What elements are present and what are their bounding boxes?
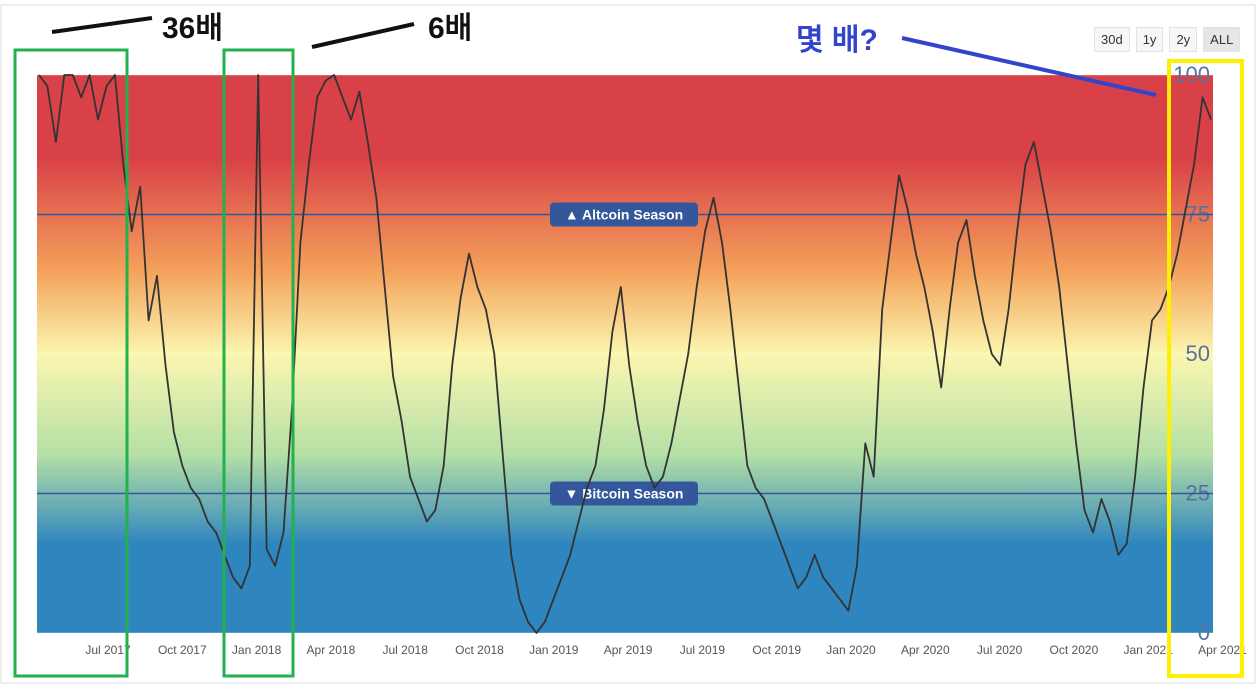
season-thresholds: ▲ Altcoin Season ▼ Bitcoin Season — [37, 202, 1213, 506]
x-axis: Jul 2017 Oct 2017 Jan 2018 Apr 2018 Jul 2018… — [85, 643, 1247, 657]
x-tick-label: Jan 2018 — [232, 643, 282, 657]
x-tick-label: Jul 2018 — [383, 643, 429, 657]
plot-area — [37, 75, 1213, 633]
marker-line-left — [51, 16, 153, 34]
x-tick-label: Jan 2020 — [826, 643, 876, 657]
marker-line-middle — [311, 22, 415, 49]
x-tick-label: Jul 2019 — [680, 643, 726, 657]
label-36x: 36배 — [162, 12, 223, 45]
range-1y-button[interactable]: 1y — [1135, 27, 1164, 52]
threshold-badge — [550, 202, 698, 227]
x-tick-label: Apr 2021 — [1198, 643, 1247, 657]
series-line — [38, 74, 1212, 634]
threshold-label: ▲ Altcoin Season — [565, 207, 683, 223]
x-tick-label: Jan 2021 — [1124, 643, 1174, 657]
x-tick-label: Oct 2017 — [158, 643, 207, 657]
x-tick-label: Oct 2018 — [455, 643, 504, 657]
x-tick-label: Apr 2020 — [901, 643, 950, 657]
yellow-box-right — [1167, 59, 1244, 678]
x-tick-label: Jul 2017 — [85, 643, 131, 657]
x-tick-label: Oct 2020 — [1050, 643, 1099, 657]
y-tick-label: 50 — [1186, 341, 1210, 366]
series-line-group — [38, 74, 1212, 634]
range-2y-button[interactable]: 2y — [1169, 27, 1198, 52]
question-arrow-line — [901, 36, 1157, 97]
y-tick-label: 100 — [1173, 62, 1210, 87]
y-tick-label: 0 — [1198, 620, 1210, 645]
range-toolbar: 30d 1y 2y ALL — [1094, 27, 1241, 52]
x-tick-label: Jan 2019 — [529, 643, 579, 657]
range-30d-button[interactable]: 30d — [1094, 27, 1130, 52]
x-tick-label: Apr 2019 — [604, 643, 653, 657]
label-6x: 6배 — [428, 12, 472, 45]
x-tick-label: Apr 2018 — [307, 643, 356, 657]
threshold-label: ▼ Bitcoin Season — [565, 486, 684, 502]
x-tick-label: Oct 2019 — [752, 643, 801, 657]
x-tick-label: Jul 2020 — [977, 643, 1023, 657]
range-all-button[interactable]: ALL — [1203, 27, 1241, 52]
label-question: 몇 배? — [796, 24, 878, 57]
green-box-left — [13, 48, 129, 678]
green-box-middle — [222, 48, 295, 678]
